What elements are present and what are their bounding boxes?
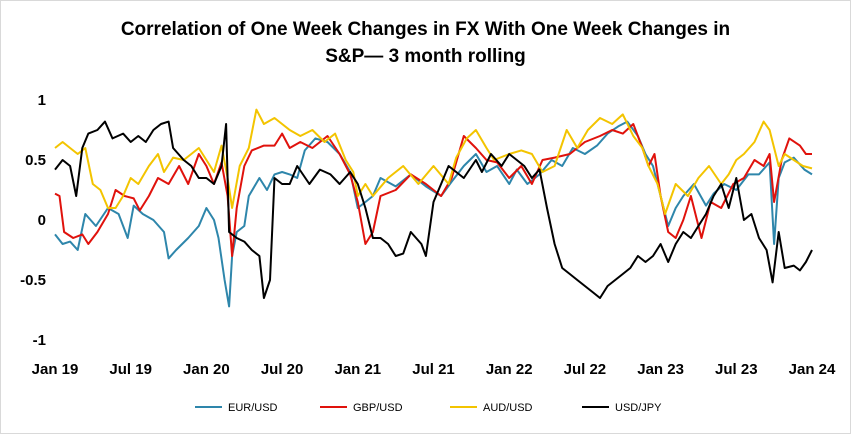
- x-tick-label: Jan 22: [486, 361, 533, 378]
- series-line-usd-jpy: [54, 120, 813, 299]
- x-tick-label: Jan 19: [32, 361, 79, 378]
- chart-title-line2: S&P— 3 month rolling: [325, 46, 526, 67]
- legend-label: EUR/USD: [228, 402, 278, 414]
- x-axis: Jan 19 Jul 19 Jan 20 Jul 20 Jan 21 Jul 21 Jan …: [32, 361, 836, 378]
- legend-label: USD/JPY: [615, 402, 662, 414]
- y-tick-label: -0.5: [20, 272, 46, 289]
- y-tick-label: 1: [38, 92, 46, 109]
- x-tick-label: Jan 23: [637, 361, 684, 378]
- x-tick-label: Jan 20: [183, 361, 230, 378]
- series-line-aud-usd: [54, 108, 813, 215]
- y-tick-label: -1: [33, 332, 46, 349]
- chart-title: Correlation of One Week Changes in FX Wi…: [0, 16, 851, 70]
- y-tick-label: 0: [38, 212, 46, 229]
- x-tick-label: Jul 22: [564, 361, 607, 378]
- series-line-gbp-usd: [54, 123, 812, 257]
- x-tick-label: Jul 23: [715, 361, 758, 378]
- y-tick-label: 0.5: [25, 152, 46, 169]
- x-tick-label: Jul 19: [109, 361, 152, 378]
- plot-area: [54, 108, 813, 308]
- y-axis: 1 0.5 0 -0.5 -1: [20, 92, 46, 349]
- x-tick-label: Jul 20: [261, 361, 304, 378]
- x-tick-label: Jan 21: [334, 361, 381, 378]
- x-tick-label: Jan 24: [789, 361, 836, 378]
- legend: EUR/USD GBP/USD AUD/USD USD/JPY: [195, 402, 662, 414]
- legend-label: AUD/USD: [483, 402, 533, 414]
- legend-label: GBP/USD: [353, 402, 403, 414]
- series-line-eur-usd: [54, 120, 813, 308]
- x-tick-label: Jul 21: [412, 361, 455, 378]
- chart-title-line1: Correlation of One Week Changes in FX Wi…: [120, 19, 731, 40]
